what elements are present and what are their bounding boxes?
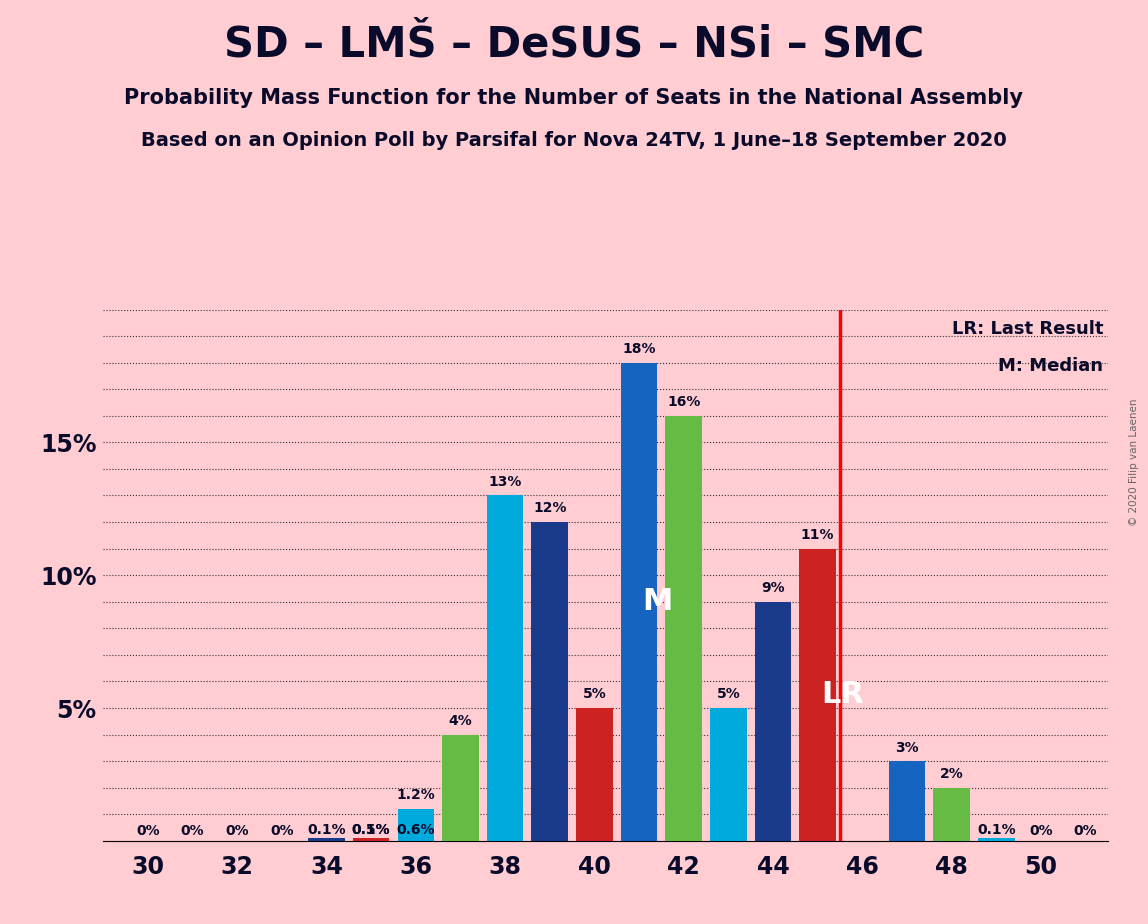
Text: 0%: 0%: [225, 823, 249, 838]
Text: 0.1%: 0.1%: [308, 823, 346, 837]
Bar: [711, 708, 746, 841]
Bar: [933, 787, 970, 841]
Text: 0%: 0%: [180, 823, 204, 838]
Text: 1.2%: 1.2%: [396, 788, 435, 802]
Text: 5%: 5%: [582, 687, 606, 701]
Text: 0%: 0%: [1029, 823, 1053, 838]
Text: LR: LR: [821, 680, 864, 710]
Bar: [309, 838, 344, 841]
Text: 0.1%: 0.1%: [352, 823, 390, 837]
Text: M: M: [643, 588, 673, 616]
Text: 0.6%: 0.6%: [396, 823, 435, 837]
Text: 9%: 9%: [761, 581, 785, 595]
Text: 18%: 18%: [622, 342, 656, 356]
Bar: [397, 809, 434, 841]
Text: 12%: 12%: [533, 502, 566, 516]
Bar: [621, 363, 658, 841]
Bar: [532, 522, 568, 841]
Text: © 2020 Filip van Laenen: © 2020 Filip van Laenen: [1130, 398, 1139, 526]
Text: 3%: 3%: [895, 740, 918, 755]
Text: 0%: 0%: [270, 823, 294, 838]
Bar: [442, 735, 479, 841]
Bar: [978, 838, 1015, 841]
Text: 0.5%: 0.5%: [352, 823, 390, 837]
Text: Probability Mass Function for the Number of Seats in the National Assembly: Probability Mass Function for the Number…: [124, 88, 1024, 108]
Text: 11%: 11%: [801, 528, 835, 542]
Text: 5%: 5%: [716, 687, 740, 701]
Text: LR: Last Result: LR: Last Result: [952, 321, 1103, 338]
Bar: [487, 495, 523, 841]
Bar: [799, 549, 836, 841]
Text: 16%: 16%: [667, 395, 700, 409]
Text: 2%: 2%: [940, 767, 963, 781]
Bar: [666, 416, 703, 841]
Text: 4%: 4%: [449, 714, 472, 728]
Text: 0%: 0%: [1073, 823, 1097, 838]
Text: 13%: 13%: [488, 475, 522, 489]
Text: 0.1%: 0.1%: [977, 823, 1016, 837]
Text: M: Median: M: Median: [999, 358, 1103, 375]
Bar: [352, 838, 389, 841]
Bar: [754, 602, 791, 841]
Text: SD – LMŠ – DeSUS – NSi – SMC: SD – LMŠ – DeSUS – NSi – SMC: [224, 23, 924, 65]
Text: 0%: 0%: [137, 823, 160, 838]
Text: Based on an Opinion Poll by Parsifal for Nova 24TV, 1 June–18 September 2020: Based on an Opinion Poll by Parsifal for…: [141, 131, 1007, 151]
Bar: [576, 708, 613, 841]
Bar: [889, 761, 925, 841]
